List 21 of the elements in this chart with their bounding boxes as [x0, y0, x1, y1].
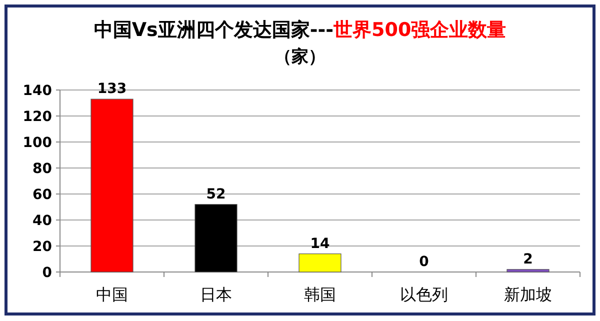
x-tick-label: 中国 [96, 285, 128, 304]
y-tick-label: 0 [42, 265, 52, 281]
data-label: 2 [523, 251, 533, 268]
x-tick-label: 以色列 [400, 285, 448, 304]
y-tick-label: 120 [22, 109, 52, 125]
text: （家） [274, 47, 326, 67]
y-tick-label: 80 [32, 161, 52, 177]
data-label: 133 [97, 81, 127, 98]
y-tick-label: 20 [32, 239, 52, 255]
y-tick-label: 40 [32, 213, 52, 229]
y-tick-label: 140 [22, 83, 52, 99]
chart-subtitle: 世界500强企业数量 [332, 19, 506, 41]
chart-title: 中国Vs亚洲四个发达国家--- [94, 19, 334, 41]
x-tick-label: 韩国 [304, 285, 336, 304]
data-label: 52 [206, 186, 226, 202]
y-tick-label: 60 [32, 187, 52, 203]
x-tick-label: 日本 [200, 285, 232, 304]
x-tick-label: 新加坡 [504, 285, 552, 304]
y-tick-label: 100 [22, 135, 52, 151]
data-label: 0 [419, 254, 430, 270]
data-label: 14 [310, 236, 330, 252]
